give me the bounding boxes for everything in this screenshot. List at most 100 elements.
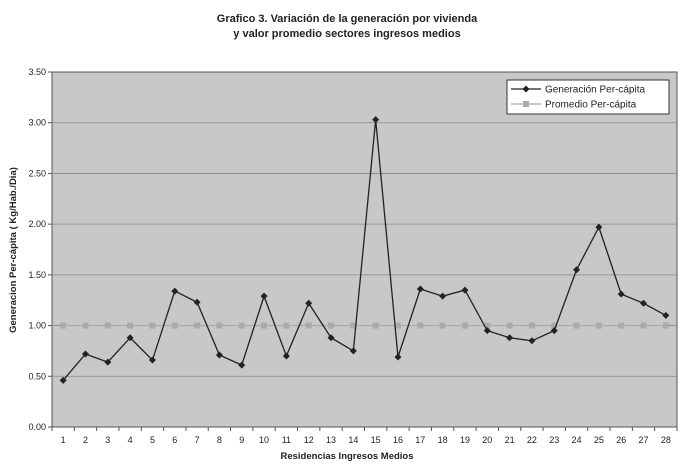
x-axis-title: Residencias Ingresos Medios <box>280 451 413 462</box>
legend-label-generacion: Generación Per-cápita <box>545 85 645 96</box>
point-generacion <box>595 223 603 231</box>
y-tick-label: 3.00 <box>28 118 46 128</box>
point-generacion <box>193 298 201 306</box>
point-generacion <box>617 290 625 298</box>
point-promedio <box>328 322 335 329</box>
x-tick-label: 23 <box>549 435 559 445</box>
x-tick-label: 9 <box>239 435 244 445</box>
point-promedio <box>528 322 535 329</box>
point-promedio <box>238 322 245 329</box>
point-promedio <box>618 322 625 329</box>
point-promedio <box>283 322 290 329</box>
point-promedio <box>171 322 178 329</box>
point-generacion <box>394 353 402 361</box>
x-tick-label: 3 <box>105 435 110 445</box>
x-tick-label: 1 <box>61 435 66 445</box>
y-tick-label: 0.00 <box>28 422 46 432</box>
x-tick-label: 5 <box>150 435 155 445</box>
x-tick-label: 6 <box>172 435 177 445</box>
point-generacion <box>305 299 313 307</box>
point-generacion <box>573 266 581 274</box>
y-tick-label: 1.50 <box>28 270 46 280</box>
point-generacion <box>126 334 134 342</box>
point-generacion <box>215 351 223 359</box>
point-generacion <box>327 334 335 342</box>
point-generacion <box>550 327 558 335</box>
x-tick-label: 14 <box>348 435 358 445</box>
point-generacion <box>372 116 380 124</box>
x-tick-label: 7 <box>195 435 200 445</box>
point-generacion <box>260 292 268 300</box>
x-tick-label: 22 <box>527 435 537 445</box>
x-tick-label: 15 <box>371 435 381 445</box>
x-tick-label: 27 <box>639 435 649 445</box>
y-tick-label: 1.00 <box>28 321 46 331</box>
point-promedio <box>394 322 401 329</box>
y-tick-label: 3.50 <box>28 67 46 77</box>
x-tick-label: 18 <box>438 435 448 445</box>
point-generacion <box>640 299 648 307</box>
point-promedio <box>194 322 201 329</box>
point-promedio <box>261 322 268 329</box>
point-generacion <box>349 347 357 355</box>
point-promedio <box>506 322 513 329</box>
point-generacion <box>238 361 246 369</box>
chart-title-line2: y valor promedio sectores ingresos medio… <box>233 28 460 40</box>
point-generacion <box>416 285 424 293</box>
x-axis-ticks: 1 2 3 4 5 6 7 8 9 10 11 12 13 14 15 16 17 18 19 20 21 22 23 24 2… <box>51 427 678 445</box>
legend: Generación Per-cápita Promedio Per-cápit… <box>506 79 670 115</box>
x-tick-label: 28 <box>661 435 671 445</box>
point-promedio <box>551 322 558 329</box>
y-tick-label: 2.00 <box>28 219 46 229</box>
x-tick-label: 11 <box>282 435 291 445</box>
point-generacion <box>282 352 290 360</box>
x-tick-label: 17 <box>415 435 425 445</box>
point-generacion <box>461 286 469 294</box>
legend-marker-promedio <box>523 101 529 107</box>
point-promedio <box>350 322 357 329</box>
point-promedio <box>417 322 424 329</box>
x-tick-label: 8 <box>217 435 222 445</box>
point-promedio <box>484 322 491 329</box>
point-promedio <box>573 322 580 329</box>
series-line-generacion <box>62 119 667 381</box>
x-tick-label: 4 <box>128 435 133 445</box>
point-promedio <box>640 322 647 329</box>
x-tick-label: 24 <box>572 435 582 445</box>
point-promedio <box>127 322 134 329</box>
x-tick-label: 19 <box>460 435 470 445</box>
y-tick-label: 2.50 <box>28 168 46 178</box>
point-promedio <box>662 322 669 329</box>
point-generacion <box>528 337 536 345</box>
x-tick-label: 16 <box>393 435 403 445</box>
x-tick-label: 21 <box>505 435 515 445</box>
point-generacion <box>148 356 156 364</box>
legend-label-promedio: Promedio Per-cápita <box>545 100 637 111</box>
chart-title-line1: Grafico 3. Variación de la generación po… <box>217 13 478 25</box>
point-promedio <box>439 322 446 329</box>
point-generacion <box>439 292 447 300</box>
legend-box <box>506 79 670 115</box>
plot-area <box>51 71 678 428</box>
point-promedio <box>372 322 379 329</box>
y-tick-label: 0.50 <box>28 371 46 381</box>
point-promedio <box>216 322 223 329</box>
point-promedio <box>595 322 602 329</box>
point-promedio <box>104 322 111 329</box>
y-axis-title: Generacion Per-cápita ( Kg/Hab./Dia) <box>8 167 19 333</box>
point-generacion <box>506 334 514 342</box>
point-promedio <box>149 322 156 329</box>
x-tick-label: 12 <box>304 435 314 445</box>
point-generacion <box>662 311 670 319</box>
x-tick-label: 25 <box>594 435 604 445</box>
y-axis-ticks: 0.00 0.50 1.00 1.50 2.00 2.50 3.00 3.50 <box>28 67 52 432</box>
x-tick-label: 2 <box>83 435 88 445</box>
point-promedio <box>305 322 312 329</box>
x-tick-label: 20 <box>482 435 492 445</box>
point-generacion <box>104 358 112 366</box>
point-promedio <box>60 322 67 329</box>
point-generacion <box>59 376 67 384</box>
point-promedio <box>82 322 89 329</box>
point-generacion <box>171 287 179 295</box>
